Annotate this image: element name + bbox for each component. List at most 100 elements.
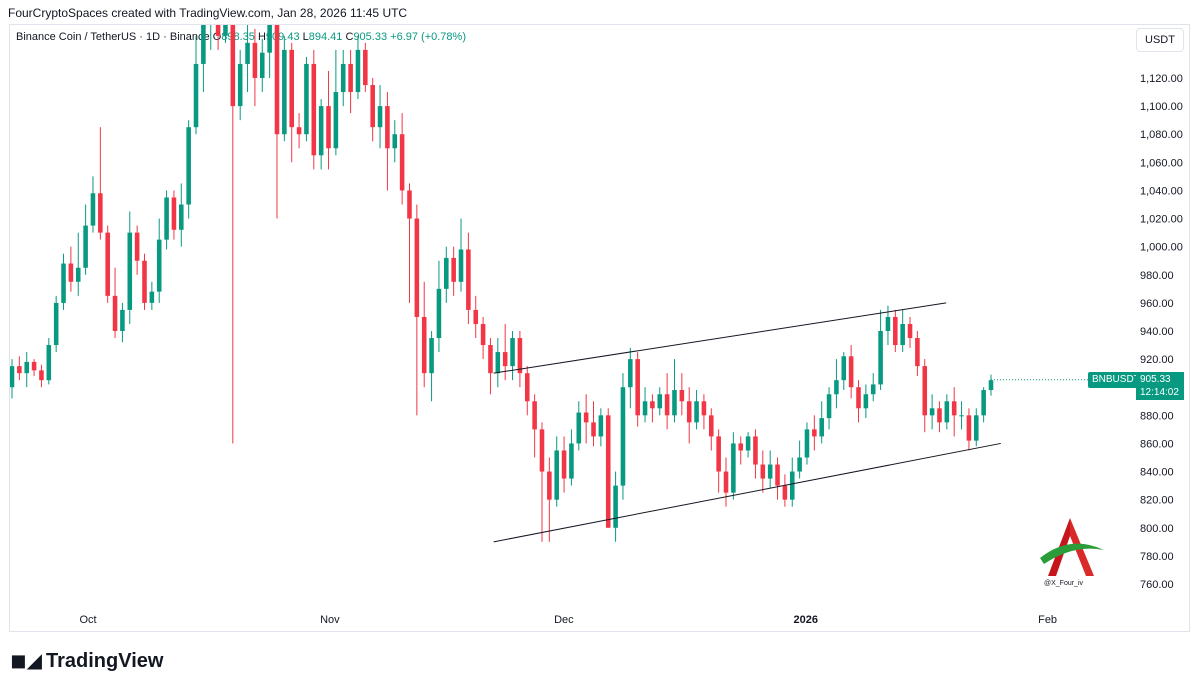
candle-body bbox=[591, 422, 596, 437]
candle-body bbox=[466, 249, 471, 310]
y-tick-label: 920.00 bbox=[1140, 354, 1174, 366]
candle-body bbox=[377, 106, 383, 128]
candle-body bbox=[348, 63, 353, 93]
candle-body bbox=[554, 450, 559, 500]
candle-body bbox=[517, 338, 523, 374]
candle-body bbox=[458, 249, 464, 282]
candle-body bbox=[672, 390, 677, 416]
watermark-logo bbox=[1040, 518, 1104, 576]
candle-body bbox=[944, 401, 950, 423]
candle-body bbox=[17, 366, 22, 374]
tradingview-logo-icon: ◼︎◢ bbox=[10, 650, 42, 672]
candle-body bbox=[149, 291, 155, 303]
candle-body bbox=[318, 106, 324, 156]
candle-body bbox=[848, 356, 854, 388]
candle-body bbox=[399, 134, 405, 191]
candle-body bbox=[664, 394, 670, 416]
candle-body bbox=[186, 127, 191, 205]
candle-body bbox=[223, 25, 228, 36]
chart-caption: FourCryptoSpaces created with TradingVie… bbox=[8, 6, 408, 20]
candle-body bbox=[605, 415, 611, 528]
candle-body bbox=[421, 316, 427, 374]
candle-body bbox=[120, 309, 125, 331]
candle-body bbox=[142, 260, 147, 303]
last-price: 905.33 bbox=[1140, 374, 1171, 385]
candle-body bbox=[907, 323, 913, 339]
candle-body bbox=[650, 401, 655, 409]
candle-body bbox=[83, 225, 88, 268]
candle-body bbox=[370, 85, 375, 128]
candle-body bbox=[105, 232, 110, 296]
candle-body bbox=[156, 239, 162, 292]
candle-body bbox=[510, 338, 515, 367]
candle-body bbox=[524, 373, 530, 402]
candle-body bbox=[716, 436, 721, 472]
candle-body bbox=[642, 401, 648, 416]
y-tick-label: 1,080.00 bbox=[1140, 129, 1183, 141]
candle-body bbox=[392, 134, 398, 149]
candle-body bbox=[576, 412, 582, 444]
candle-body bbox=[745, 436, 751, 451]
candle-body bbox=[760, 464, 766, 479]
y-tick-label: 1,060.00 bbox=[1140, 157, 1183, 169]
candle-body bbox=[98, 193, 103, 233]
last-price-tag: 905.33 12:14:02 bbox=[1136, 372, 1184, 400]
candle-body bbox=[738, 443, 744, 451]
candle-body bbox=[775, 464, 780, 486]
y-tick-label: 940.00 bbox=[1140, 326, 1174, 338]
candle-body bbox=[208, 0, 213, 15]
legend-low: L894.41 bbox=[302, 31, 343, 43]
brand-text: TradingView bbox=[45, 650, 164, 672]
candle-body bbox=[311, 63, 317, 156]
channel-line-upper bbox=[493, 302, 947, 374]
candle-body bbox=[701, 401, 707, 416]
candle-body bbox=[988, 380, 994, 391]
tradingview-brand[interactable]: ◼︎◢ TradingView bbox=[10, 648, 163, 673]
currency-button[interactable]: USDT bbox=[1136, 28, 1184, 52]
y-tick-label: 780.00 bbox=[1140, 551, 1174, 563]
candle-body bbox=[171, 197, 177, 230]
candle-body bbox=[245, 42, 250, 64]
x-tick-label: Oct bbox=[79, 614, 96, 626]
candle-body bbox=[53, 302, 59, 346]
candle-body bbox=[451, 257, 456, 282]
candle-body bbox=[694, 401, 699, 423]
candle-body bbox=[274, 25, 280, 135]
candle-body bbox=[75, 267, 81, 282]
candle-body bbox=[201, 25, 206, 64]
candle-body bbox=[134, 232, 140, 261]
candle-body bbox=[620, 387, 626, 486]
x-tick-label: Nov bbox=[320, 614, 340, 626]
candle-body bbox=[893, 316, 898, 346]
candles-group bbox=[10, 0, 994, 542]
candle-body bbox=[326, 106, 331, 149]
candle-body bbox=[937, 408, 942, 423]
candle-body bbox=[502, 352, 508, 367]
legend-high: H909.43 bbox=[257, 31, 300, 43]
candle-body bbox=[657, 394, 663, 409]
candle-body bbox=[127, 232, 133, 310]
chart-frame bbox=[9, 24, 1190, 632]
candle-body bbox=[561, 450, 567, 479]
y-tick-label: 860.00 bbox=[1140, 438, 1174, 450]
candle-body bbox=[686, 401, 692, 423]
candle-body bbox=[863, 394, 869, 409]
candle-body bbox=[304, 63, 309, 135]
y-tick-label: 1,000.00 bbox=[1140, 242, 1183, 254]
candle-body bbox=[495, 352, 501, 374]
channel-line-lower bbox=[493, 442, 1001, 543]
candle-body bbox=[429, 338, 434, 374]
candle-body bbox=[112, 295, 118, 331]
candle-body bbox=[583, 412, 589, 423]
candle-body bbox=[340, 63, 346, 93]
candle-body bbox=[444, 257, 449, 289]
candle-body bbox=[966, 415, 972, 441]
y-tick-label: 960.00 bbox=[1140, 298, 1174, 310]
candle-body bbox=[355, 49, 361, 93]
candle-body bbox=[870, 384, 876, 395]
candle-body bbox=[24, 361, 30, 374]
y-tick-label: 840.00 bbox=[1140, 467, 1174, 479]
candle-body bbox=[819, 418, 824, 437]
countdown: 12:14:02 bbox=[1140, 387, 1179, 398]
